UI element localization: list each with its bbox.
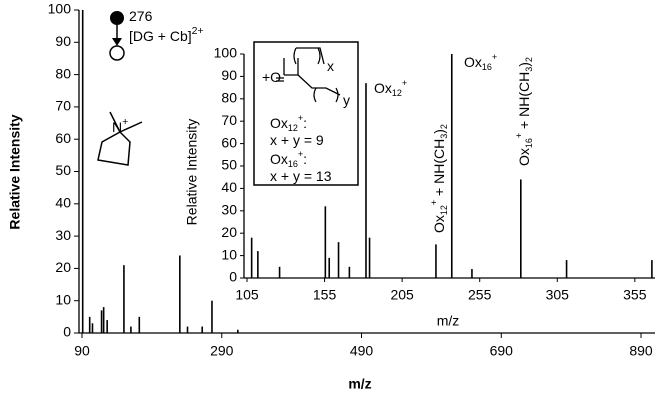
- text-part: + NH(CH: [431, 139, 447, 200]
- annotation: +O: [262, 69, 281, 85]
- y-tick-label: 10: [55, 291, 71, 307]
- text-part: 16: [482, 62, 492, 72]
- text-part: 2+: [192, 25, 204, 37]
- text-part: Ox: [270, 151, 288, 167]
- annotation: x: [327, 58, 334, 74]
- x-tick-label: 105: [235, 287, 259, 303]
- text-part: Ox: [270, 115, 288, 131]
- y-tick-label: 70: [221, 112, 237, 128]
- y-tick-label: 90: [55, 33, 71, 49]
- x-axis-title: m/z: [437, 313, 460, 329]
- text-part: Ox: [516, 148, 532, 166]
- text-part: +: [429, 200, 439, 205]
- text-part: +: [298, 149, 303, 159]
- y-tick-label: 40: [221, 179, 237, 195]
- text-part: 3: [524, 67, 534, 72]
- y-tick-label: 10: [221, 246, 237, 262]
- annotation: y: [343, 92, 350, 108]
- text-part: 12: [439, 205, 449, 215]
- annotation: Ox12+:: [270, 113, 307, 133]
- x-tick-label: 890: [629, 343, 653, 359]
- y-axis-title: Relative Intensity: [184, 119, 200, 226]
- text-part: +: [122, 116, 128, 128]
- x-tick-label: 355: [623, 287, 647, 303]
- annotation: Ox16+:: [270, 149, 307, 169]
- text-part: +O: [262, 69, 281, 85]
- text-part: +: [492, 52, 497, 62]
- x-axis-title: m/z: [348, 376, 371, 392]
- annotation: Ox16+: [464, 52, 497, 72]
- text-part: y: [343, 92, 350, 108]
- structure: [276, 47, 341, 96]
- product-icon: [109, 45, 125, 61]
- y-tick-label: 80: [221, 90, 237, 106]
- inset-legend-box: [253, 41, 359, 186]
- text-part: 3: [439, 134, 449, 139]
- text-part: x: [327, 58, 334, 74]
- y-tick-label: 30: [55, 227, 71, 243]
- x-tick-label: 205: [390, 287, 414, 303]
- text-part: [DG + Cb]: [129, 28, 192, 44]
- text-part: +: [514, 133, 524, 138]
- annotation: Ox12+: [374, 78, 407, 98]
- y-tick-label: 0: [229, 269, 237, 285]
- text-part: N: [112, 119, 122, 135]
- text-part: Ox: [431, 215, 447, 233]
- precursor-icon: [110, 11, 124, 25]
- text-part: 12: [392, 88, 402, 98]
- y-tick-label: 30: [221, 202, 237, 218]
- x-tick-label: 290: [210, 343, 234, 359]
- annotation: [DG + Cb]2+: [129, 25, 204, 44]
- y-tick-label: 80: [55, 65, 71, 81]
- text-part: Ox: [464, 54, 482, 70]
- y-tick-label: 70: [55, 98, 71, 114]
- text-part: + NH(CH: [516, 72, 532, 133]
- x-tick-label: 90: [74, 343, 90, 359]
- x-tick-label: 490: [350, 343, 374, 359]
- text-part: 276: [129, 8, 153, 24]
- annotation: x + y = 13: [270, 168, 332, 184]
- y-tick-label: 20: [221, 224, 237, 240]
- y-tick-label: 100: [48, 1, 72, 17]
- y-tick-label: 60: [221, 134, 237, 150]
- text-part: 12: [288, 123, 298, 133]
- text-part: x + y = 13: [270, 168, 332, 184]
- text-part: 2: [439, 124, 449, 129]
- x-tick-label: 305: [546, 287, 570, 303]
- y-tick-label: 0: [63, 324, 71, 340]
- y-tick-label: 60: [55, 130, 71, 146]
- text-part: +: [402, 78, 407, 88]
- arrow-head: [112, 38, 122, 46]
- y-tick-label: 20: [55, 259, 71, 275]
- y-tick-label: 100: [214, 45, 238, 61]
- text-part: 16: [288, 159, 298, 169]
- y-axis-title: Relative Intensity: [7, 114, 23, 229]
- annotation: x + y = 9: [270, 132, 324, 148]
- annotation: Ox12+ + NH(CH3)2: [429, 124, 449, 233]
- x-tick-label: 255: [468, 287, 492, 303]
- annotation: 276: [129, 8, 153, 24]
- y-tick-label: 50: [221, 157, 237, 173]
- y-tick-label: 50: [55, 162, 71, 178]
- text-part: :: [303, 115, 307, 131]
- text-part: Ox: [374, 80, 392, 96]
- annotation: N+: [112, 116, 128, 135]
- structure: [97, 111, 143, 166]
- text-part: ): [431, 129, 447, 134]
- x-tick-label: 155: [313, 287, 337, 303]
- y-tick-label: 40: [55, 195, 71, 211]
- x-tick-label: 690: [490, 343, 514, 359]
- text-part: ): [516, 62, 532, 67]
- text-part: 2: [524, 57, 534, 62]
- y-tick-label: 90: [221, 67, 237, 83]
- text-part: x + y = 9: [270, 132, 324, 148]
- annotation: Ox16+ + NH(CH3)2: [514, 57, 534, 166]
- text-part: :: [303, 151, 307, 167]
- text-part: 16: [524, 138, 534, 148]
- structure: [293, 47, 339, 103]
- text-part: +: [298, 113, 303, 123]
